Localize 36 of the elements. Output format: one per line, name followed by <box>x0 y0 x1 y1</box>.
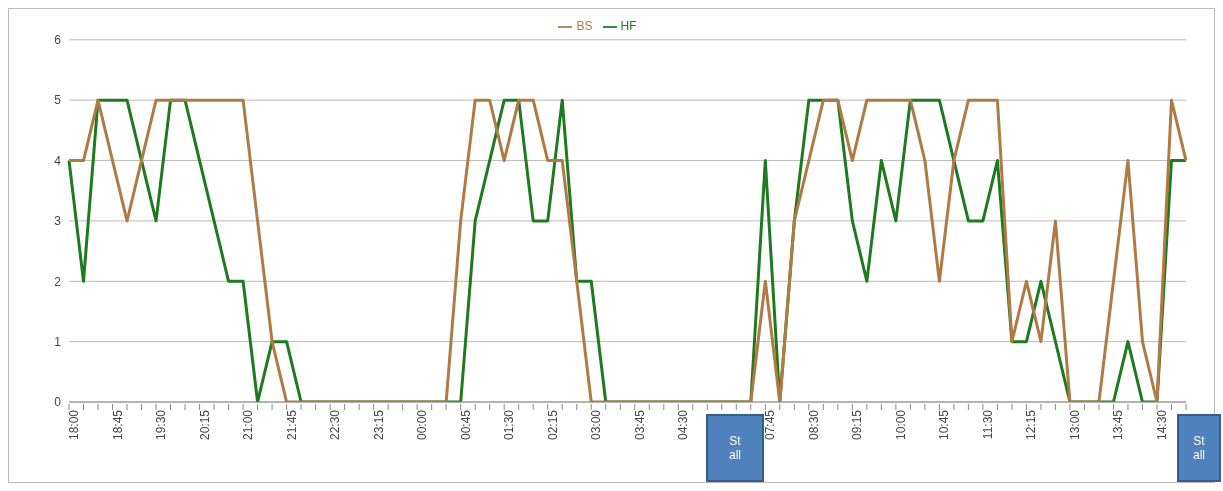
x-tick-label: 14:30 <box>1154 409 1169 441</box>
x-tick-label: 07:45 <box>763 409 778 441</box>
legend-label: BS <box>576 19 593 33</box>
x-tick-label: 12:15 <box>1024 409 1039 441</box>
x-tick-label: 04:30 <box>676 409 691 441</box>
x-tick-label: 00:00 <box>415 409 430 441</box>
x-tick-label: 22:30 <box>328 409 343 441</box>
x-tick-label: 13:00 <box>1067 409 1082 441</box>
x-tick-label: 10:45 <box>937 409 952 441</box>
x-tick-label: 10:00 <box>893 409 908 441</box>
note-box: St all <box>1177 414 1221 482</box>
y-tick-label: 2 <box>54 274 62 289</box>
y-tick-label: 3 <box>54 214 62 229</box>
y-tick-label: 5 <box>54 93 62 108</box>
x-tick-label: 03:00 <box>589 409 604 441</box>
x-tick-label: 23:15 <box>371 409 386 441</box>
x-tick-label: 18:00 <box>67 409 81 441</box>
x-tick-label: 13:45 <box>1111 409 1126 441</box>
y-tick-label: 1 <box>54 334 62 349</box>
x-tick-label: 03:45 <box>632 409 647 441</box>
x-tick-label: 02:15 <box>545 409 560 441</box>
y-tick-label: 0 <box>54 395 62 410</box>
y-tick-label: 6 <box>54 33 62 48</box>
x-tick-label: 08:30 <box>806 409 821 441</box>
x-tick-label: 19:30 <box>154 409 169 441</box>
y-tick-label: 4 <box>54 153 62 168</box>
x-tick-label: 09:15 <box>850 409 865 441</box>
x-tick-label: 18:45 <box>110 409 125 441</box>
legend-label: HF <box>620 19 637 33</box>
x-tick-label: 01:30 <box>502 409 517 441</box>
x-tick-label: 21:45 <box>284 409 299 441</box>
x-tick-label: 20:15 <box>197 409 212 441</box>
x-tick-label: 21:00 <box>241 409 256 441</box>
x-tick-label: 11:30 <box>980 409 995 440</box>
x-tick-label: 00:45 <box>458 409 473 441</box>
note-box: St all <box>706 414 764 482</box>
